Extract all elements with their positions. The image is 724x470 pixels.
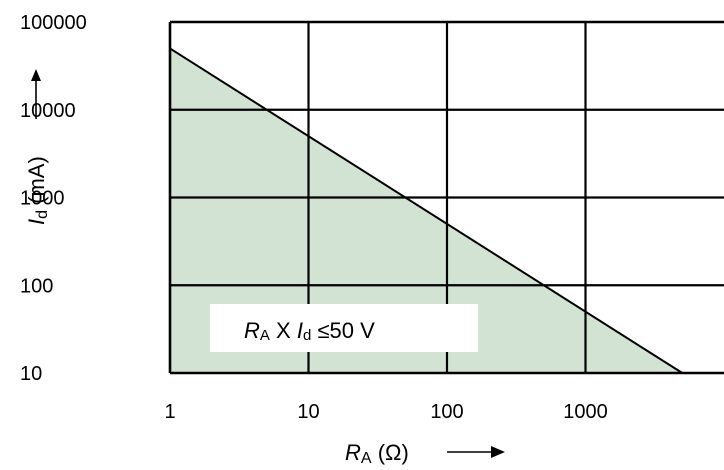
annotation-box [210,304,478,352]
x-axis-label: RA (Ω) [345,440,505,467]
y-axis-arrow-head [31,69,41,81]
axes [168,20,724,375]
y-tick-label: 100 [20,275,53,297]
y-axis-label: Id (mA) [24,69,51,225]
svg-text:Id (mA): Id (mA) [24,156,51,225]
x-tick-label: 1000 [563,401,608,423]
annotation-formula: RA X Id ≤50 V [244,318,375,344]
x-tick-label: 100 [430,401,463,423]
x-tick-label: 1 [164,401,175,423]
svg-text:RA (Ω): RA (Ω) [345,440,409,467]
y-tick-label: 100000 [20,12,87,34]
y-tick-label: 1000 [20,188,65,210]
x-tick-labels: 1 10 100 1000 [164,401,607,423]
y-tick-label: 10000 [20,100,76,122]
limit-line [169,47,683,374]
x-axis-arrow-head [491,446,505,458]
y-tick-labels: 100000 10000 1000 100 10 [20,12,87,385]
x-tick-label: 10 [297,401,319,423]
y-tick-label: 10 [20,363,42,385]
